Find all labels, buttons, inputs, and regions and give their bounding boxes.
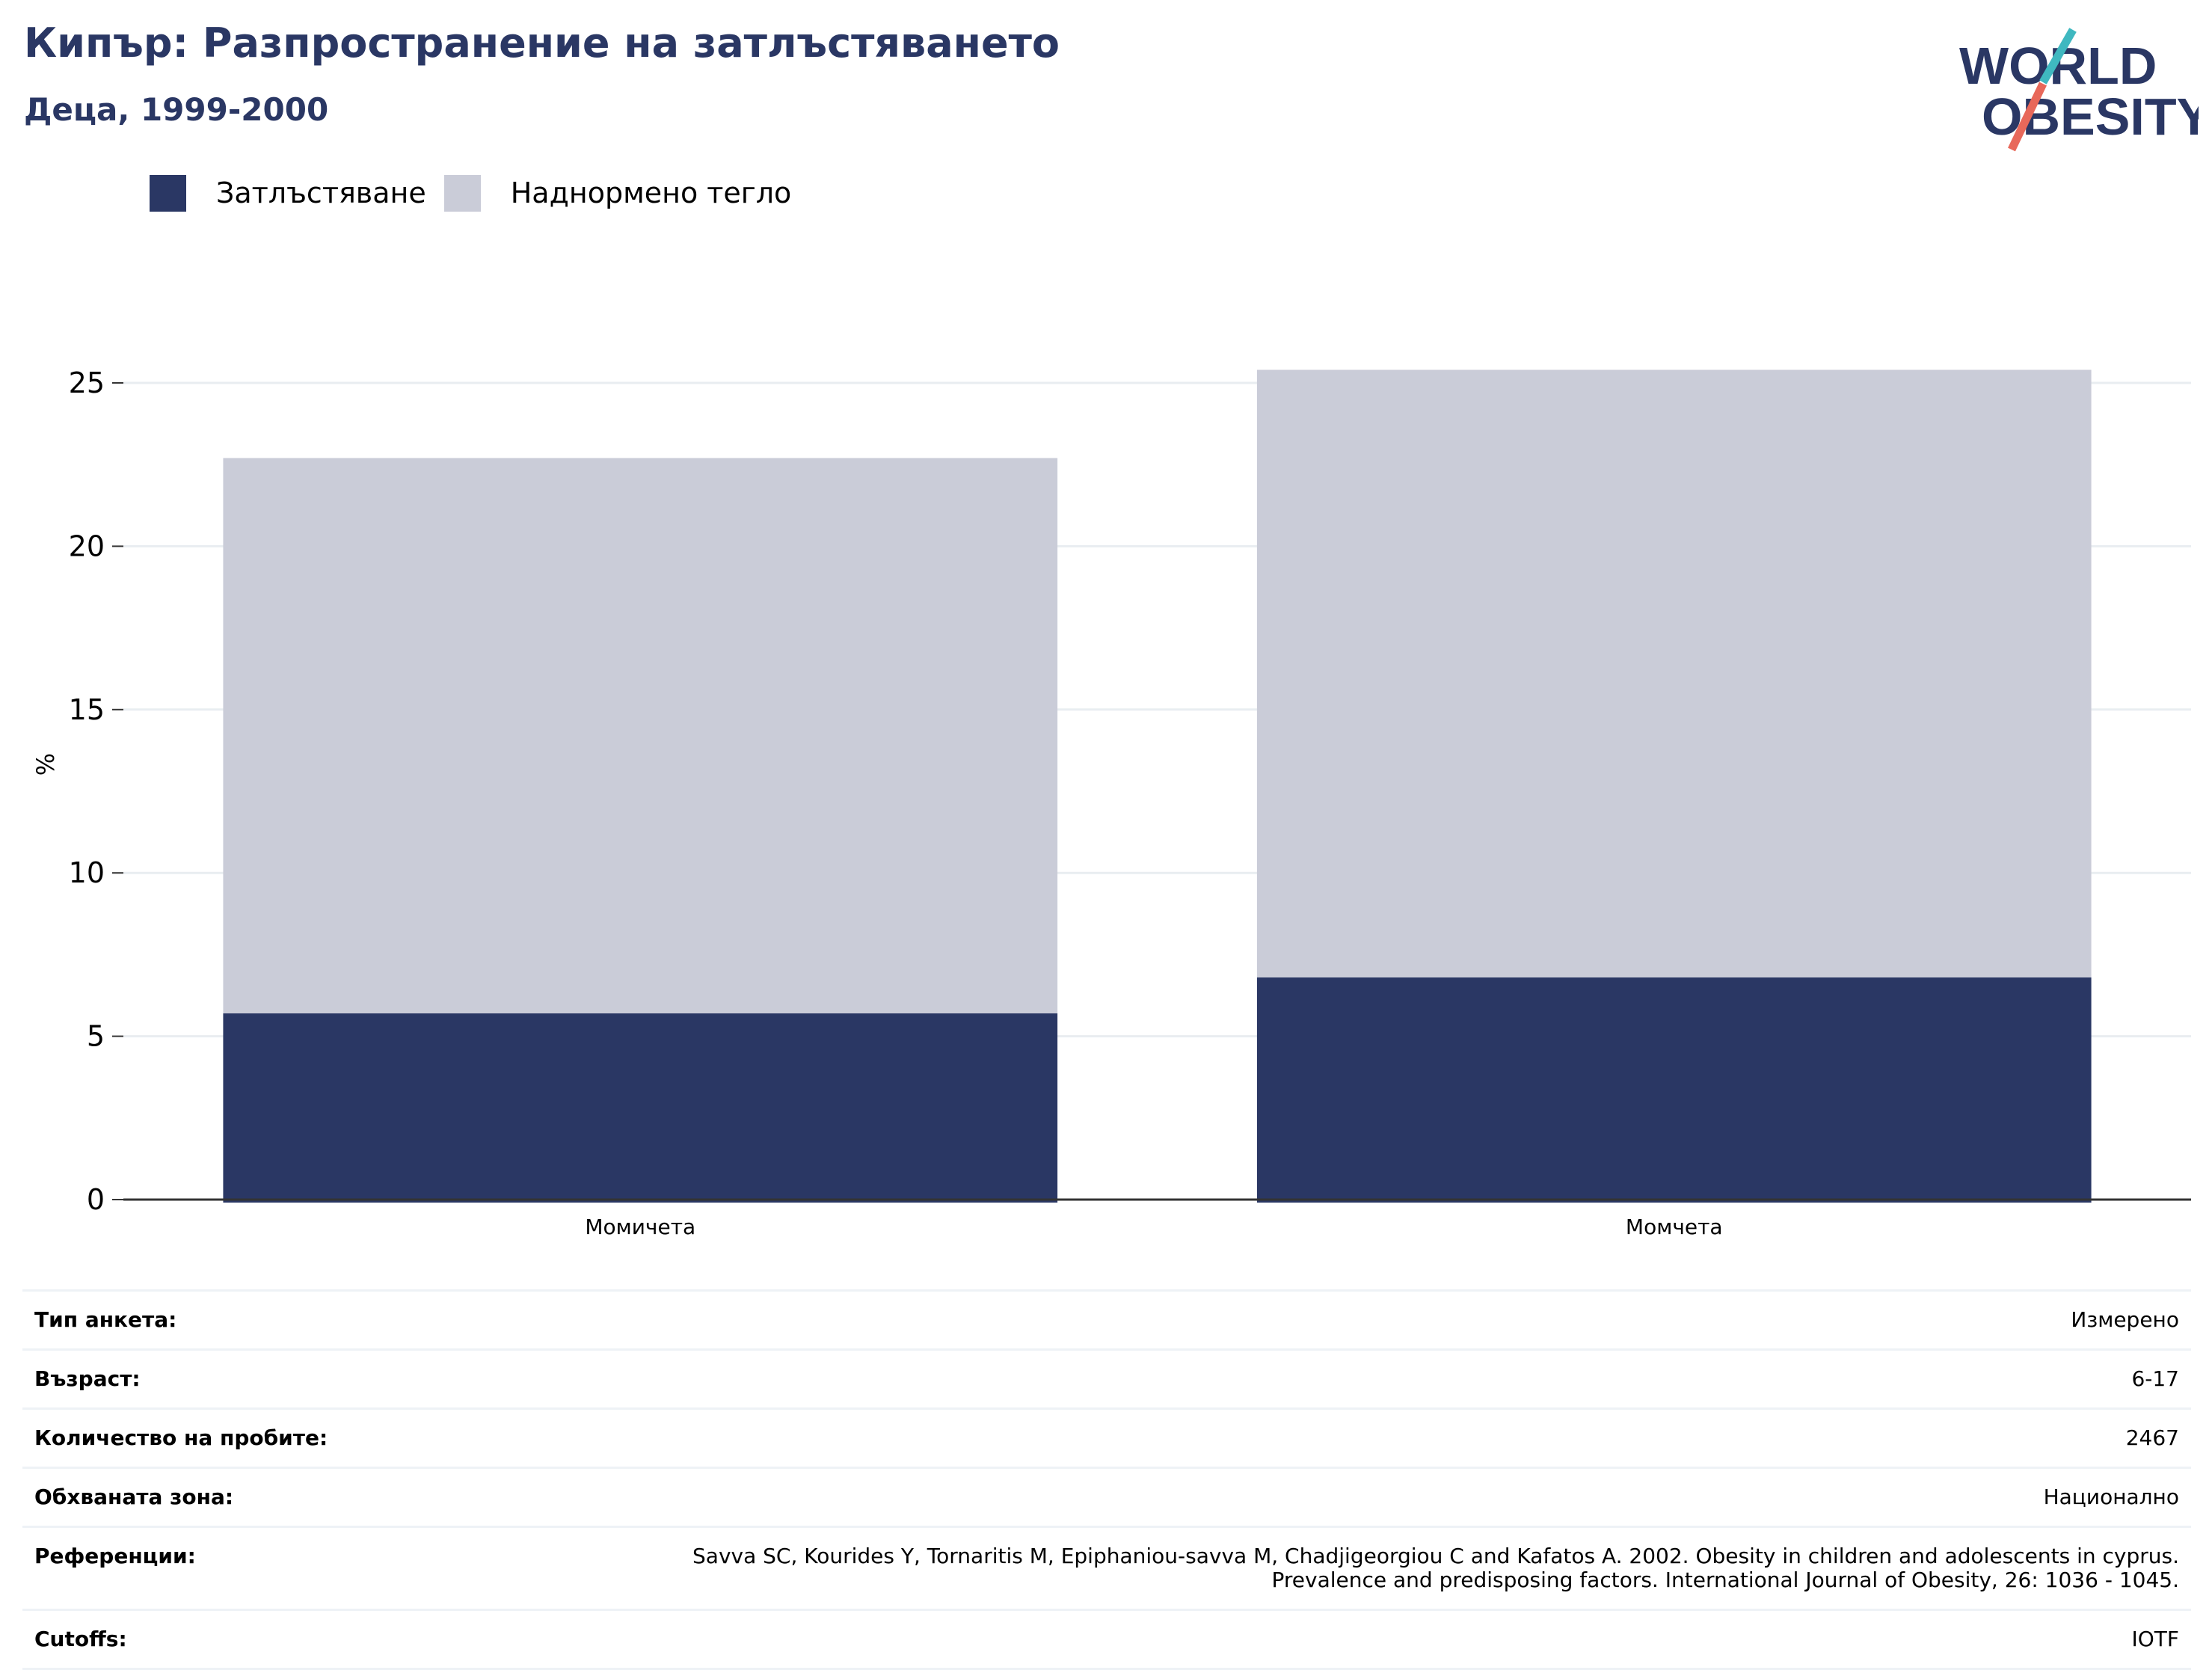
y-tick-label: 15 — [69, 693, 105, 726]
y-tick-label: 25 — [69, 366, 105, 399]
x-tick-label: Момичета — [585, 1215, 695, 1239]
meta-key: Възраст: — [34, 1366, 141, 1391]
bar-obesity — [1256, 977, 2092, 1203]
meta-value: 6-17 — [2131, 1366, 2179, 1391]
reference-line-1: Savva SC, Kourides Y, Tornaritis M, Epip… — [692, 1544, 2179, 1568]
logo-slash-teal — [2039, 28, 2077, 85]
meta-row-age: Възраст: 6-17 — [22, 1348, 2191, 1407]
x-tick-label: Момчета — [1626, 1215, 1723, 1239]
meta-value: Измерено — [2071, 1307, 2179, 1332]
meta-row-cutoffs: Cutoffs: IOTF — [22, 1609, 2191, 1670]
logo-slash-coral — [2008, 82, 2047, 152]
meta-row-area-covered: Обхваната зона: Национално — [22, 1467, 2191, 1526]
bar-chart: 0 5 10 15 20 25% Момичета Момчета — [31, 366, 2191, 1239]
world-obesity-logo: WORLD OBESITY — [1959, 28, 2199, 152]
meta-key: Референции: — [34, 1544, 196, 1568]
meta-row-references: Референции: Savva SC, Kourides Y, Tornar… — [22, 1526, 2191, 1609]
meta-key: Тип анкета: — [34, 1307, 177, 1332]
legend-swatch-obesity — [150, 174, 186, 212]
survey-metadata-table: Тип анкета: Измерено Възраст: 6-17 Колич… — [22, 1289, 2191, 1670]
legend-swatch-overweight — [443, 174, 481, 212]
meta-value: IOTF — [2131, 1627, 2179, 1651]
meta-value: Национално — [2043, 1485, 2179, 1509]
y-tick-label: 0 — [87, 1183, 105, 1216]
meta-value: 2467 — [2125, 1425, 2179, 1450]
logo-word-world: WORLD — [1959, 37, 2157, 95]
y-tick-label: 10 — [69, 856, 105, 889]
bar-obesity — [223, 1013, 1058, 1203]
bar-overweight — [223, 458, 1058, 1014]
meta-key: Обхваната зона: — [34, 1485, 234, 1509]
y-axis-label: % — [31, 753, 60, 776]
chart-subtitle: Деца, 1999-2000 — [24, 91, 329, 128]
y-tick-label: 20 — [69, 529, 105, 562]
meta-key: Количество на пробите: — [34, 1425, 328, 1450]
meta-row-sample-size: Количество на пробите: 2467 — [22, 1407, 2191, 1467]
legend-label-obesity: Затлъстяване — [216, 176, 426, 209]
y-tick-label: 5 — [87, 1020, 105, 1053]
reference-line-2: Prevalence and predisposing factors. Int… — [1271, 1568, 2179, 1592]
meta-row-survey-type: Тип анкета: Измерено — [22, 1289, 2191, 1348]
chart-title: Кипър: Разпространение на затлъстяването — [24, 19, 1060, 67]
meta-value: Savva SC, Kourides Y, Tornaritis M, Epip… — [692, 1544, 2179, 1592]
chart-legend: Затлъстяване Наднормено тегло — [150, 171, 809, 215]
bar-overweight — [1256, 369, 2092, 977]
meta-key: Cutoffs: — [34, 1627, 127, 1651]
legend-label-overweight: Наднормено тегло — [510, 176, 792, 209]
